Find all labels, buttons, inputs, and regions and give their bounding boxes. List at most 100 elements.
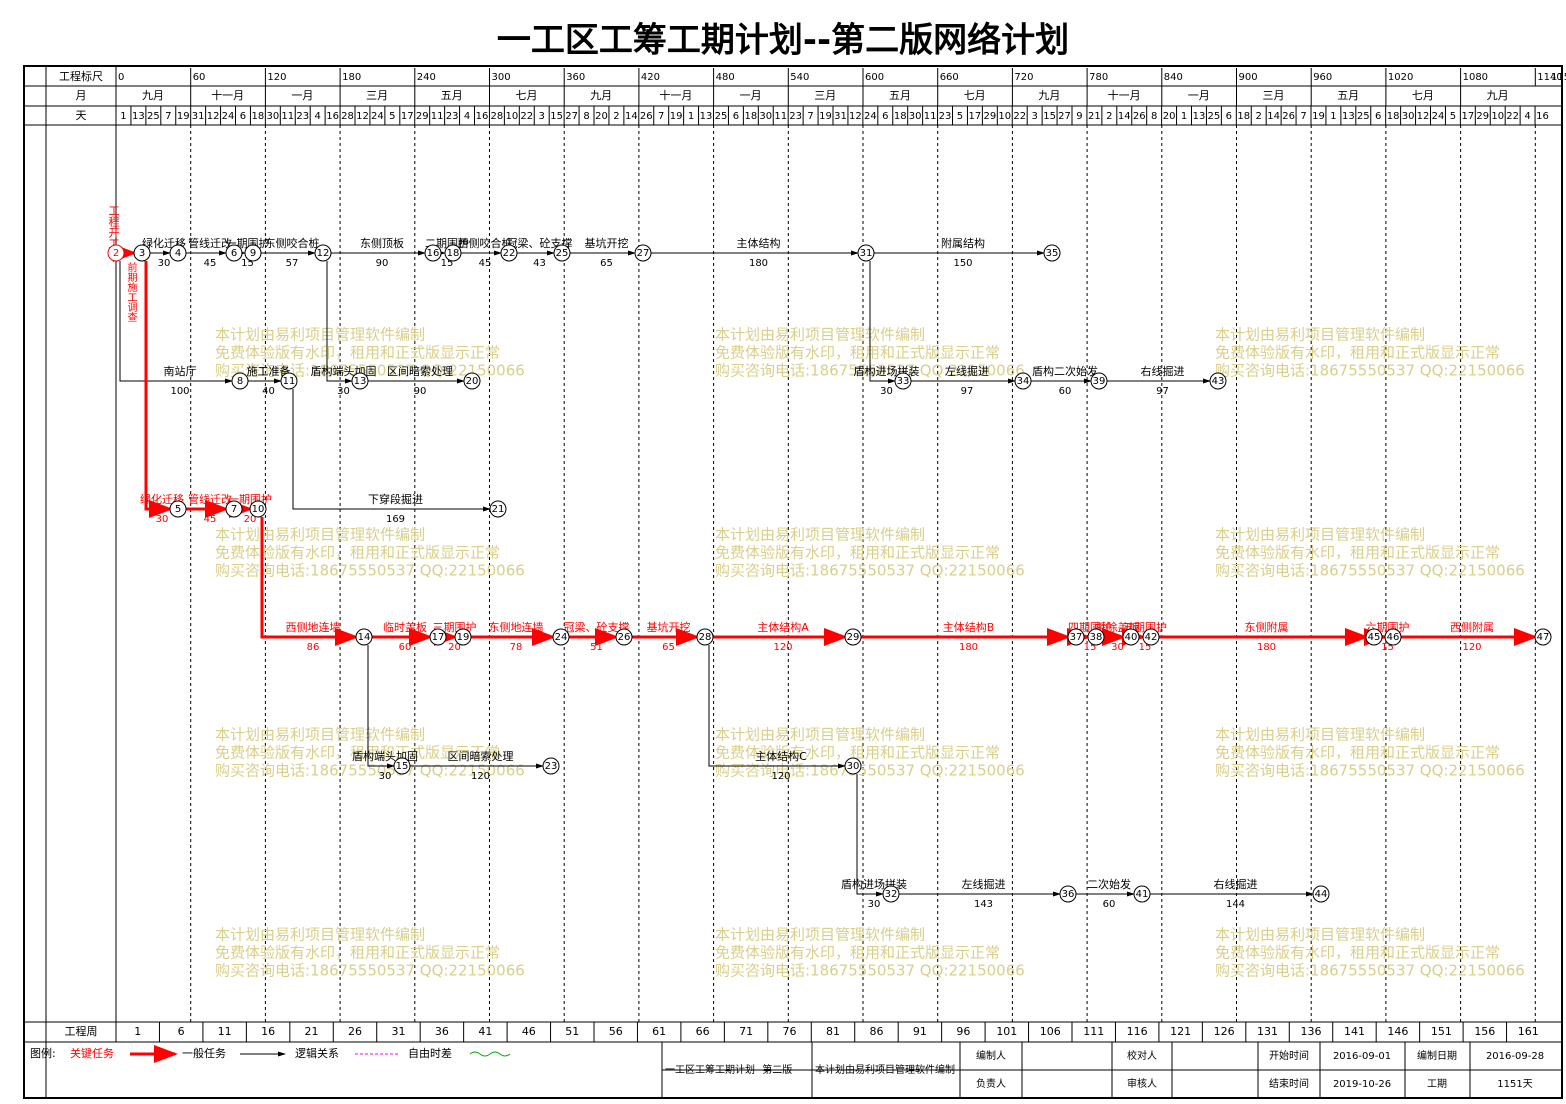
node-id: 24 (555, 632, 568, 643)
node-id: 20 (466, 376, 479, 387)
day: 7 (658, 111, 664, 122)
day: 29 (1476, 111, 1489, 122)
day: 29 (416, 111, 429, 122)
day: 12 (207, 111, 220, 122)
activity-duration: 51 (590, 642, 603, 653)
day: 24 (222, 111, 235, 122)
node (894, 372, 912, 390)
scale-tick-label: 660 (940, 72, 959, 83)
watermark: 免费体验版有水印，租用和正式版显示正常 (715, 944, 1000, 962)
day: 12 (1417, 111, 1430, 122)
day: 29 (983, 111, 996, 122)
activity-name: 基坑开挖 (585, 236, 629, 250)
day: 10 (998, 111, 1011, 122)
activity-name: 基坑开挖 (647, 620, 691, 634)
day: 1 (1330, 111, 1336, 122)
activity-name: 西侧咬合桩 (458, 236, 513, 250)
row-label: 工程周 (65, 1025, 98, 1038)
scale-tick-label: 240 (417, 72, 436, 83)
day: 4 (464, 111, 470, 122)
week: 36 (435, 1025, 449, 1038)
week: 41 (478, 1025, 492, 1038)
row-label: 月 (76, 89, 87, 102)
node-id: 45 (1368, 632, 1381, 643)
activity-arrow (144, 261, 173, 518)
node (1122, 628, 1140, 646)
day: 19 (177, 111, 190, 122)
activity-duration: 40 (262, 386, 275, 397)
info-cell: 校对人 (1127, 1049, 1157, 1062)
week: 131 (1257, 1025, 1278, 1038)
activity-name: 主体结构C (755, 749, 807, 763)
month: 七月 (1412, 89, 1434, 102)
month: 十一月 (1108, 88, 1141, 102)
node (489, 500, 507, 518)
activity-duration: 30 (1111, 642, 1124, 653)
day: 10 (505, 111, 518, 122)
scale-tick-label: 0 (118, 72, 124, 83)
scale-tick-label: 60 (193, 72, 206, 83)
node (424, 244, 442, 262)
day: 18 (894, 111, 907, 122)
week: 91 (913, 1025, 927, 1038)
day: 23 (939, 111, 952, 122)
watermark: 购买咨询电话:18675550537 QQ:22150066 (715, 562, 1025, 580)
watermark: 本计划由易利项目管理软件编制 (1215, 726, 1425, 744)
watermark: 本计划由易利项目管理软件编制 (215, 326, 425, 344)
node (844, 628, 862, 646)
activity-duration: 97 (961, 386, 974, 397)
watermark: 本计划由易利项目管理软件编制 (215, 726, 425, 744)
day: 12 (356, 111, 369, 122)
scale-tick-label: 900 (1239, 72, 1258, 83)
day: 18 (252, 111, 265, 122)
node (553, 244, 571, 262)
activity-duration: 15 (1381, 642, 1394, 653)
day: 6 (1226, 111, 1232, 122)
node (133, 244, 151, 262)
node-id: 35 (1046, 248, 1059, 259)
node (615, 628, 633, 646)
day: 19 (819, 111, 832, 122)
day: 18 (1237, 111, 1250, 122)
activity-name: 东侧顶板 (360, 236, 404, 250)
watermark: 购买咨询电话:18675550537 QQ:22150066 (715, 962, 1025, 980)
week: 101 (996, 1025, 1017, 1038)
week: 141 (1344, 1025, 1365, 1038)
node (314, 244, 332, 262)
node-id: 30 (847, 761, 860, 772)
week: 126 (1214, 1025, 1235, 1038)
day: 16 (326, 111, 339, 122)
node-id: 8 (237, 376, 243, 387)
day: 6 (240, 111, 246, 122)
node (844, 757, 862, 775)
node-id: 19 (457, 632, 470, 643)
node-id: 23 (545, 761, 558, 772)
watermark: 本计划由易利项目管理软件编制 (1215, 926, 1425, 944)
info-cell: 结束时间 (1269, 1077, 1309, 1090)
node-id: 44 (1315, 889, 1328, 900)
node (1209, 372, 1227, 390)
node-id: 41 (1136, 889, 1149, 900)
activity-name: 左线掘进 (962, 877, 1006, 891)
week: 66 (696, 1025, 710, 1038)
info-cell: 2016-09-28 (1486, 1051, 1544, 1062)
activity-duration: 20 (244, 514, 257, 525)
activity-arrow (367, 645, 395, 769)
day: 6 (882, 111, 888, 122)
node (244, 244, 262, 262)
node-id: 6 (231, 248, 237, 259)
node-id: 27 (637, 248, 650, 259)
node-id: 33 (897, 376, 910, 387)
node (1059, 885, 1077, 903)
day: 22 (1506, 111, 1519, 122)
week: 96 (956, 1025, 970, 1038)
week: 61 (652, 1025, 666, 1038)
watermark: 本计划由易利项目管理软件编制 (715, 926, 925, 944)
watermark: 购买咨询电话:18675550537 QQ:22150066 (1215, 562, 1525, 580)
activity-duration: 15 (241, 258, 254, 269)
day: 4 (314, 111, 320, 122)
node-id: 37 (1070, 632, 1083, 643)
node (1014, 372, 1032, 390)
day: 8 (583, 111, 589, 122)
node (249, 500, 267, 518)
